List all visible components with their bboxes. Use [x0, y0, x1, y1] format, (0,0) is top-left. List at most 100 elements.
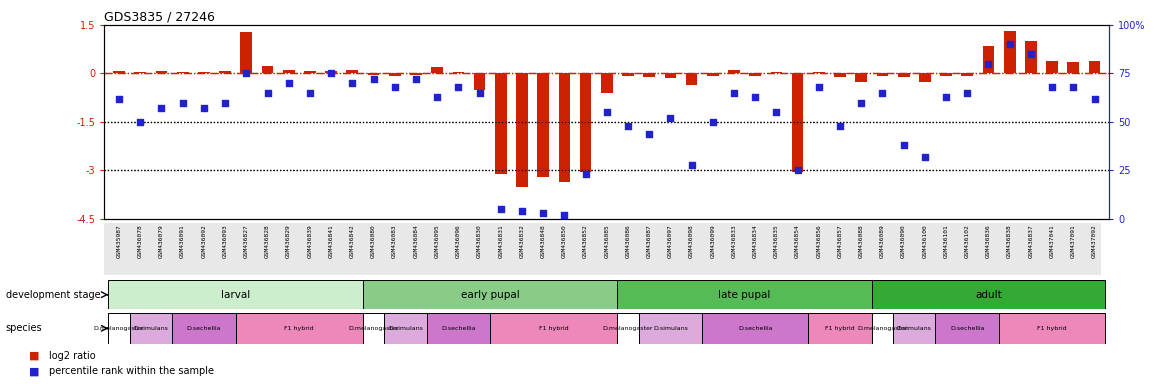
Bar	[198, 72, 210, 73]
Point	[534, 210, 552, 216]
Point	[598, 109, 616, 115]
Point	[555, 212, 573, 218]
Point	[1064, 84, 1083, 90]
Text: GSM436856: GSM436856	[816, 224, 821, 258]
Text: GSM436086: GSM436086	[625, 224, 630, 258]
Bar	[877, 73, 888, 76]
Point	[1043, 84, 1062, 90]
Bar	[134, 72, 146, 73]
Bar	[389, 73, 401, 76]
Point	[279, 80, 298, 86]
Text: GSM436083: GSM436083	[393, 224, 397, 258]
Point	[343, 80, 361, 86]
Text: GSM436835: GSM436835	[774, 224, 779, 258]
Bar	[617, 280, 872, 309]
Point	[470, 90, 489, 96]
Bar	[983, 46, 995, 73]
Text: GSM436832: GSM436832	[520, 224, 525, 258]
Text: GSM436098: GSM436098	[689, 224, 694, 258]
Bar	[109, 280, 362, 309]
Bar	[305, 71, 316, 73]
Text: GSM436091: GSM436091	[181, 224, 185, 258]
Text: D.simulans: D.simulans	[896, 326, 932, 331]
Text: adult: adult	[975, 290, 1002, 300]
Point	[174, 99, 192, 106]
Text: GSM436096: GSM436096	[456, 224, 461, 258]
Point	[365, 76, 383, 82]
Point	[258, 90, 277, 96]
Text: GSM435987: GSM435987	[117, 224, 122, 258]
Text: GSM436079: GSM436079	[159, 224, 164, 258]
Text: late pupal: late pupal	[718, 290, 771, 300]
Text: F1 hybrid: F1 hybrid	[538, 326, 569, 331]
Point	[215, 99, 234, 106]
Text: GSM436829: GSM436829	[286, 224, 291, 258]
Text: D.simulans: D.simulans	[388, 326, 423, 331]
Bar	[1068, 62, 1079, 73]
Text: early pupal: early pupal	[461, 290, 520, 300]
Bar	[580, 73, 592, 172]
Text: GSM436850: GSM436850	[562, 224, 567, 258]
Text: GSM436089: GSM436089	[880, 224, 885, 258]
Text: D.melanogaster: D.melanogaster	[349, 326, 398, 331]
Point	[131, 119, 149, 125]
Text: species: species	[6, 323, 43, 333]
Text: log2 ratio: log2 ratio	[49, 351, 95, 361]
Bar	[749, 73, 761, 76]
Bar	[936, 313, 999, 344]
Point	[661, 115, 680, 121]
Bar	[622, 73, 633, 76]
Text: GSM436085: GSM436085	[604, 224, 609, 258]
Bar	[1089, 61, 1100, 73]
Bar	[262, 66, 273, 73]
Bar	[283, 70, 294, 73]
Text: D.melanogaster: D.melanogaster	[857, 326, 908, 331]
Bar	[177, 72, 189, 73]
Point	[618, 123, 637, 129]
Bar	[362, 313, 384, 344]
Text: GSM437092: GSM437092	[1092, 224, 1097, 258]
Point	[746, 94, 764, 100]
Bar	[490, 313, 617, 344]
Bar	[362, 280, 617, 309]
Bar	[173, 313, 236, 344]
Bar	[702, 313, 808, 344]
Bar	[558, 73, 570, 182]
Text: D.melanogaster: D.melanogaster	[94, 326, 145, 331]
Bar	[1047, 61, 1058, 73]
Bar	[638, 313, 702, 344]
Text: D.sechellia: D.sechellia	[441, 326, 476, 331]
Point	[577, 171, 595, 177]
Point	[640, 131, 659, 137]
Bar	[686, 73, 697, 85]
Bar	[940, 73, 952, 76]
Text: GSM436848: GSM436848	[541, 224, 545, 258]
Bar	[109, 313, 130, 344]
Text: GSM436080: GSM436080	[371, 224, 376, 258]
Text: ■: ■	[29, 366, 39, 376]
Text: GSM436827: GSM436827	[244, 224, 249, 258]
Text: GSM436092: GSM436092	[201, 224, 206, 258]
Bar	[219, 71, 230, 73]
Bar	[665, 73, 676, 78]
Bar	[368, 73, 380, 75]
Point	[789, 167, 807, 174]
Bar	[708, 73, 719, 76]
Point	[491, 206, 510, 212]
Point	[428, 94, 447, 100]
Point	[237, 70, 256, 76]
Text: GSM436830: GSM436830	[477, 224, 482, 258]
Bar	[601, 73, 613, 93]
Text: GSM436087: GSM436087	[646, 224, 652, 258]
Text: GSM436857: GSM436857	[837, 224, 843, 258]
Bar	[893, 313, 936, 344]
Bar	[617, 313, 638, 344]
Bar	[770, 72, 783, 73]
Point	[1001, 41, 1019, 47]
Bar	[453, 72, 464, 73]
Point	[406, 76, 425, 82]
Text: GSM436100: GSM436100	[923, 224, 928, 258]
Text: GSM436093: GSM436093	[222, 224, 228, 258]
Bar	[808, 313, 872, 344]
Point	[513, 208, 532, 214]
